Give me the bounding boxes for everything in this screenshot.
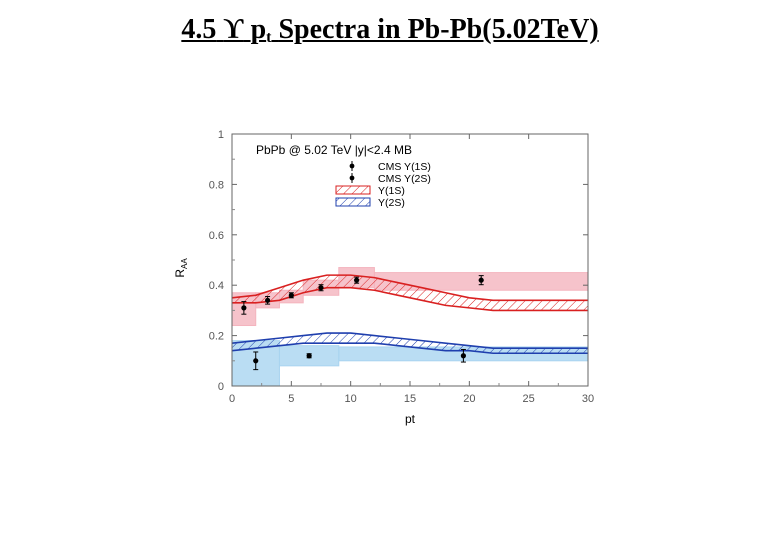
x-axis-label: pt (405, 412, 416, 426)
raa-chart: 0 5 10 15 20 25 30 0 0.2 0.4 0.6 0.8 1 PbPb @ 5.02 T… (173, 129, 594, 426)
x-tick-label: 0 (229, 393, 235, 405)
band-upper-line (231, 274, 588, 302)
legend-marker (349, 163, 355, 169)
y-axis-label: RAA (173, 258, 189, 278)
data-point (253, 358, 259, 364)
data-point (318, 285, 324, 291)
slide-title: 4.5 ϒ pt Spectra in Pb-Pb(5.02TeV) (0, 14, 780, 47)
slide-title-text: 4.5 ϒ pt Spectra in Pb-Pb(5.02TeV) (181, 14, 599, 46)
data-point (241, 305, 247, 311)
chart-title: PbPb @ 5.02 TeV |y|<2.4 MB (256, 143, 412, 157)
data-point (460, 353, 466, 359)
y-tick-label: 0.8 (209, 179, 224, 191)
title-upsilon: ϒ (223, 14, 244, 45)
x-tick-label: 15 (404, 393, 416, 405)
y-tick-label: 0.4 (209, 280, 224, 292)
legend-swatch (335, 185, 371, 195)
data-point (265, 297, 271, 303)
y-axis-label-main: RAA (173, 258, 189, 278)
y-tick-label: 1 (218, 129, 224, 141)
axes: 0 5 10 15 20 25 30 0 0.2 0.4 0.6 0.8 1 (209, 129, 594, 405)
data-point (288, 292, 294, 298)
band-lower-line (231, 342, 588, 355)
data-point (478, 277, 484, 283)
band-upper-line (231, 332, 588, 349)
title-p: p (250, 14, 267, 45)
legend-label: CMS Y(1S) (378, 161, 431, 173)
legend-label: Y(2S) (378, 197, 405, 209)
x-tick-label: 25 (523, 393, 535, 405)
x-tick-label: 30 (582, 393, 594, 405)
x-tick-label: 10 (345, 393, 357, 405)
title-p-subscript: t (266, 29, 272, 46)
x-tick-label: 20 (463, 393, 475, 405)
plot-figure: 0 5 10 15 20 25 30 0 0.2 0.4 0.6 0.8 1 PbPb @ 5.02 T… (166, 108, 612, 430)
y-tick-label: 0 (218, 381, 224, 393)
title-number: 4.5 (181, 14, 217, 45)
legend-marker (349, 175, 355, 181)
legend-label: Y(1S) (378, 185, 405, 197)
legend-label: CMS Y(2S) (378, 173, 431, 185)
y-axis-label-sub: AA (180, 258, 189, 269)
data-point (354, 277, 360, 283)
legend: CMS Y(1S)CMS Y(2S)Y(1S)Y(2S) (335, 161, 431, 209)
y-tick-label: 0.2 (209, 331, 224, 343)
data-points (241, 275, 484, 371)
data-point (306, 353, 312, 359)
band-area (232, 275, 588, 311)
legend-swatch (335, 197, 371, 207)
title-rest: Spectra in Pb-Pb(5.02TeV) (278, 14, 599, 45)
y-tick-label: 0.6 (209, 230, 224, 242)
x-tick-label: 5 (288, 393, 294, 405)
